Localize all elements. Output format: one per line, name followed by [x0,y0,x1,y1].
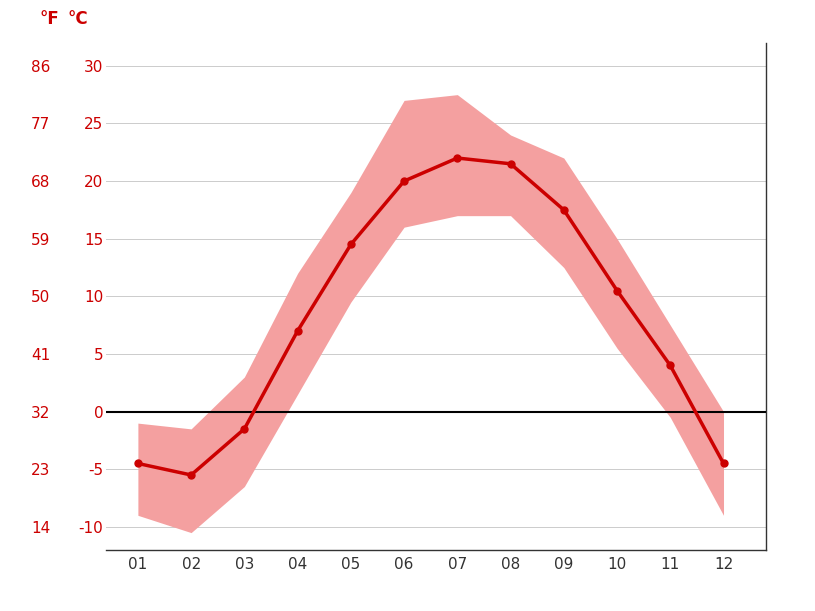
Text: °F: °F [40,10,59,27]
Text: °C: °C [68,10,89,27]
